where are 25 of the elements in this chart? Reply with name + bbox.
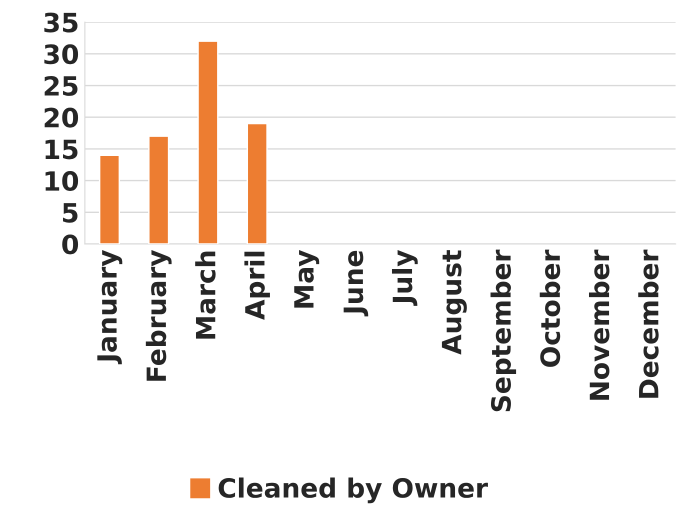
- legend-label: Cleaned by Owner: [218, 478, 488, 504]
- bar: [148, 136, 170, 244]
- y-tick-label: 25: [44, 76, 78, 96]
- bar: [197, 40, 218, 244]
- x-tick-label: February: [146, 250, 172, 381]
- y-tick-label: 30: [44, 44, 78, 64]
- bar: [246, 122, 268, 244]
- x-tick-label: September: [490, 250, 516, 412]
- x-tick-label: August: [442, 250, 467, 355]
- y-tick-label: 35: [44, 12, 78, 33]
- bar: [98, 154, 120, 244]
- y-tick-label: 5: [62, 203, 78, 223]
- x-tick-label: July: [392, 250, 418, 306]
- x-tick-label: May: [294, 250, 320, 308]
- x-tick-label: June: [344, 250, 368, 316]
- y-tick-label: 15: [46, 140, 78, 160]
- x-tick-label: March: [195, 252, 216, 339]
- y-tick-label: 20: [44, 108, 78, 128]
- x-tick-label: October: [540, 250, 560, 367]
- x-tick-label: November: [588, 250, 610, 400]
- y-tick-label: 0: [62, 234, 78, 254]
- x-tick-label: April: [244, 252, 270, 320]
- x-tick-label: January: [97, 250, 122, 364]
- y-tick-label: 10: [46, 171, 78, 192]
- x-tick-label: December: [638, 250, 659, 398]
